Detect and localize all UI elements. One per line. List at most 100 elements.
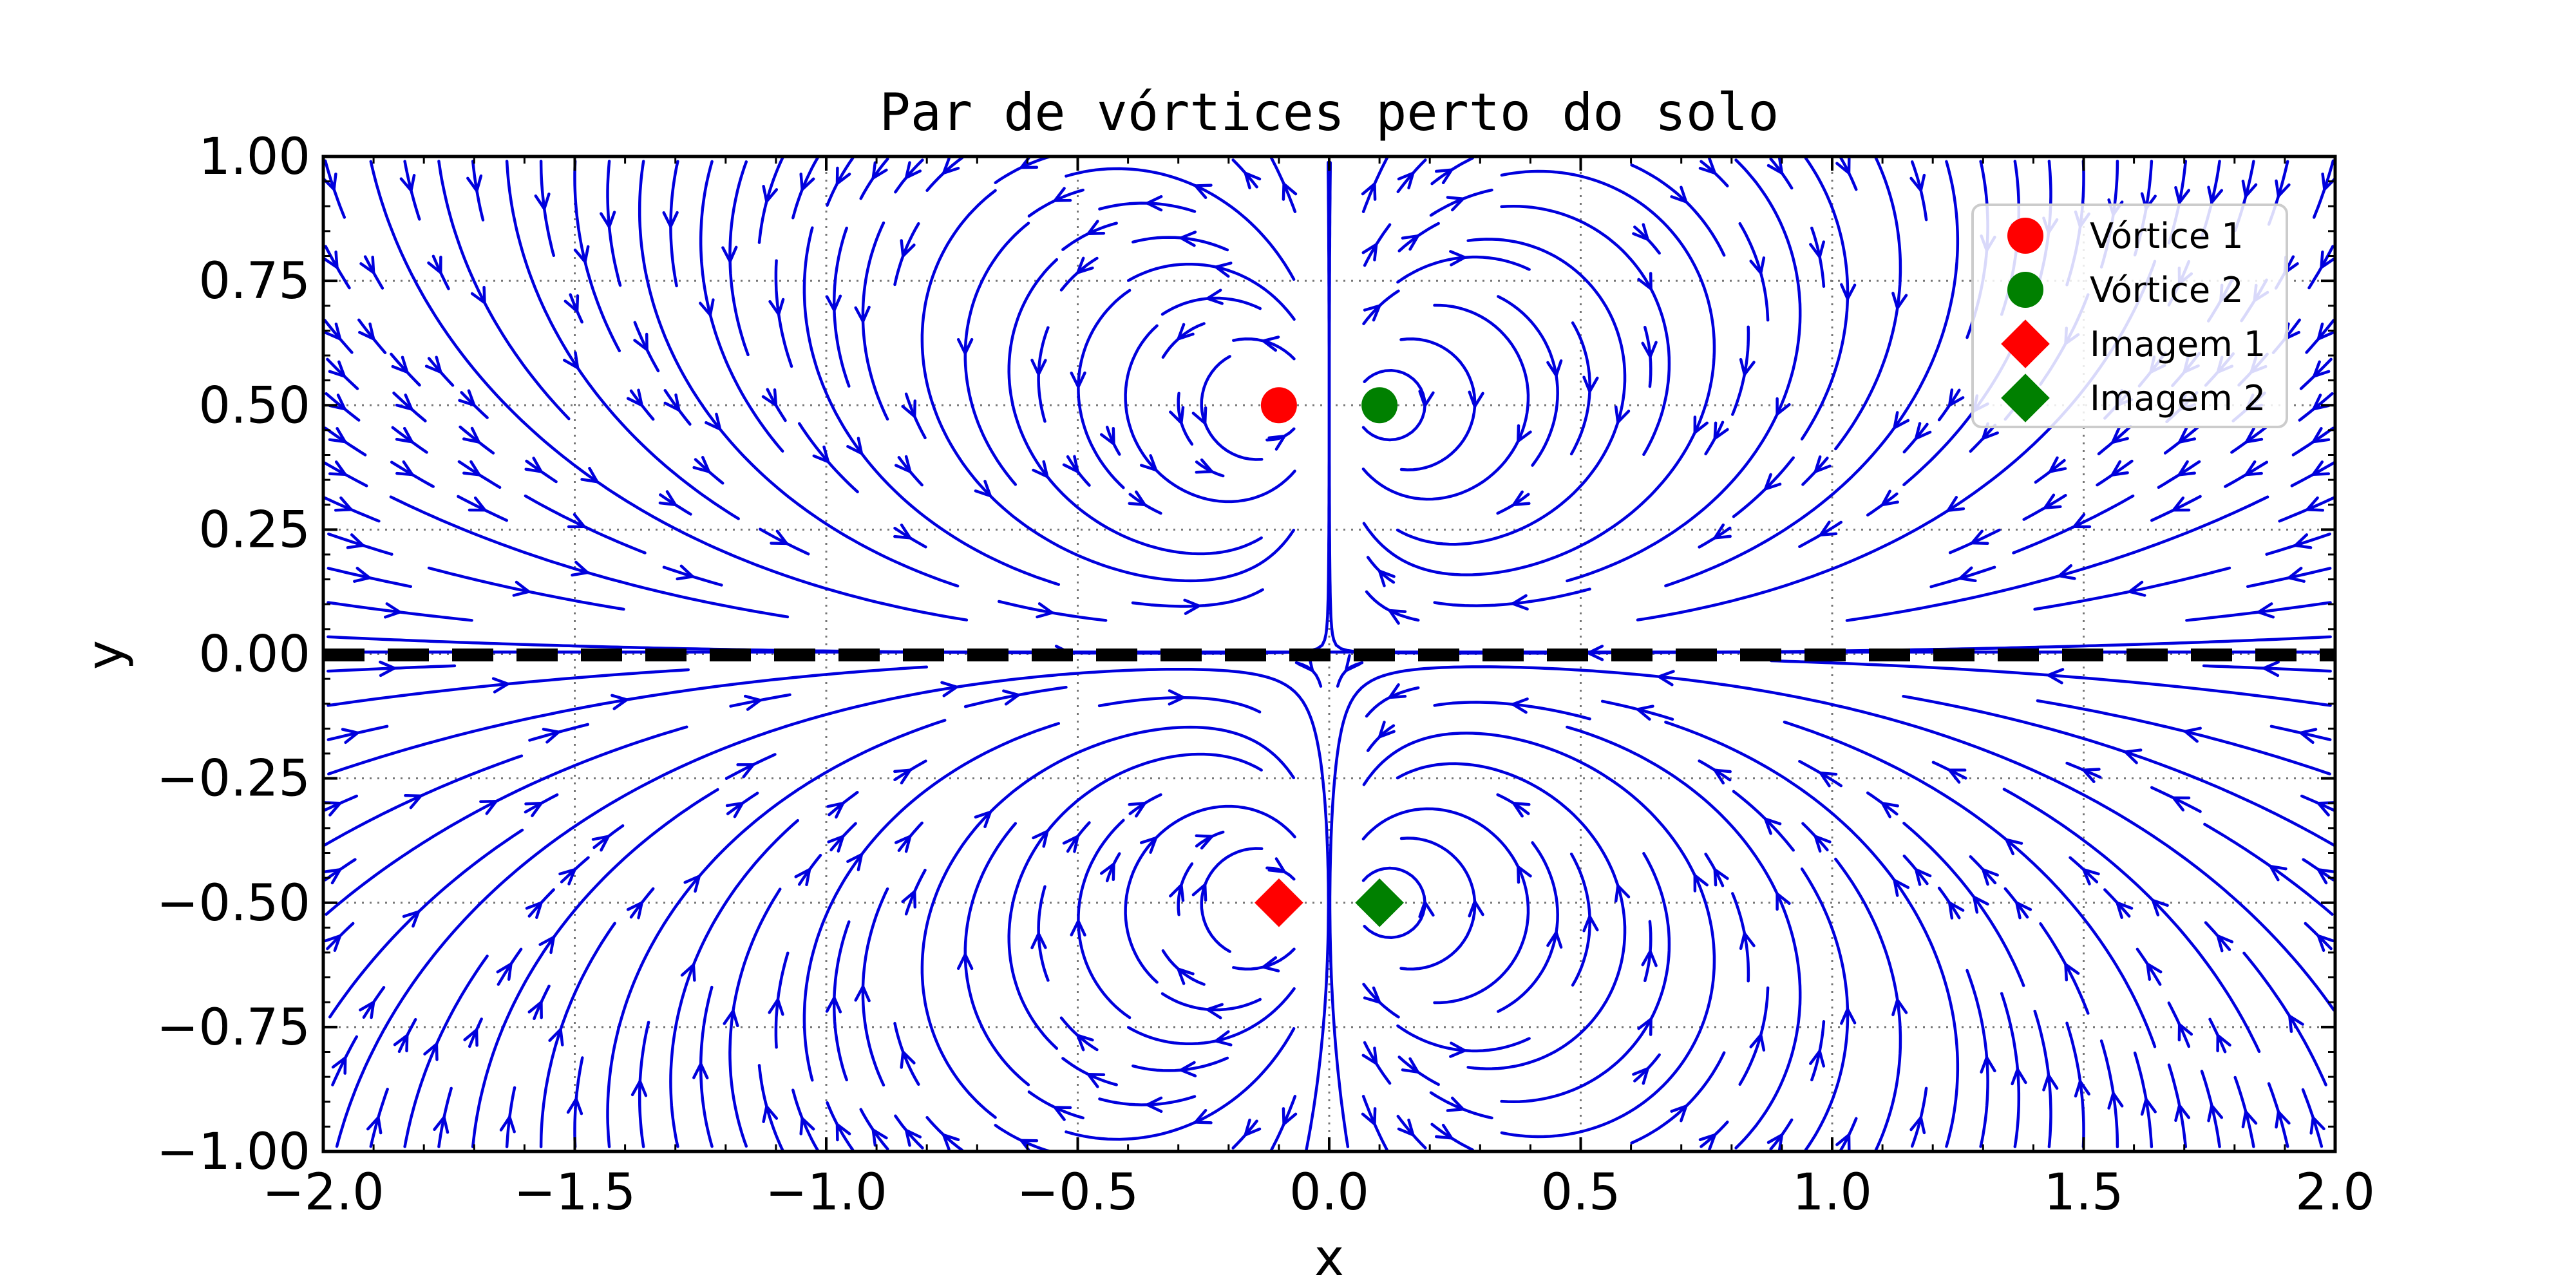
- streamline-arrow: [2288, 1014, 2304, 1033]
- streamline-arrow: [1194, 1108, 1213, 1124]
- streamline-arrow: [1891, 998, 1908, 1016]
- streamline-arrow: [2269, 864, 2287, 882]
- streamline-arrow: [2140, 1097, 2157, 1116]
- streamline-arrow: [2316, 868, 2335, 885]
- streamline-arrow: [794, 868, 811, 887]
- streamline-arrow: [2316, 322, 2334, 341]
- streamline-arrow: [2047, 668, 2065, 685]
- streamline-arrow: [900, 239, 916, 258]
- y-tick-label: 0.50: [198, 377, 310, 435]
- legend-imagem-1-label: Imagem 1: [2090, 324, 2266, 365]
- streamline-arrow: [2311, 460, 2331, 477]
- streamline-arrow: [2245, 426, 2264, 444]
- streamline-arrow: [662, 211, 679, 229]
- streamline-arrow: [1809, 240, 1826, 259]
- streamline-arrow: [942, 1133, 960, 1151]
- streamline-arrow: [423, 1043, 439, 1061]
- streamline-arrow: [323, 251, 339, 269]
- streamline-arrow: [1468, 390, 1484, 408]
- streamline-arrow: [974, 480, 992, 498]
- streamline-arrow: [1980, 1056, 1996, 1074]
- streamline-arrow: [1582, 375, 1599, 393]
- streamline-arrow: [1244, 1118, 1262, 1137]
- streamline-arrow: [2294, 533, 2313, 549]
- streamline-arrow: [663, 393, 681, 412]
- y-axis-label: y: [77, 640, 135, 670]
- streamline-arrow: [1169, 884, 1185, 902]
- streamline-arrow: [1418, 390, 1435, 408]
- streamline-arrow: [1947, 768, 1967, 784]
- streamline-arrow: [827, 835, 845, 853]
- streamline-arrow: [1378, 721, 1396, 739]
- x-axis-label: x: [1314, 1229, 1344, 1287]
- streamline-arrow: [1835, 1133, 1851, 1151]
- streamline-arrow: [1641, 341, 1658, 359]
- streamline-arrow: [1002, 689, 1020, 706]
- streamline-arrow: [1713, 768, 1732, 785]
- streamline-arrow: [1693, 415, 1709, 434]
- streamline-arrow: [328, 460, 347, 477]
- streamline-arrow: [812, 445, 830, 464]
- streamline-arrow: [463, 1028, 478, 1047]
- streamline-arrow: [1076, 256, 1094, 274]
- streamline-arrow: [2275, 179, 2291, 198]
- streamline-arrow: [1179, 231, 1197, 247]
- streamline-arrow: [324, 322, 342, 341]
- streamline-arrow: [2146, 962, 2163, 981]
- y-tick-label: −0.25: [156, 750, 310, 808]
- streamline-arrow: [1840, 1007, 1857, 1025]
- streamline-arrow: [1282, 182, 1298, 201]
- streamline-arrow: [479, 800, 498, 815]
- streamline-arrow: [2128, 580, 2146, 597]
- streamline-arrow: [893, 768, 912, 785]
- streamline-arrow: [1363, 986, 1381, 1004]
- streamline-arrow: [1076, 1034, 1094, 1052]
- streamline-arrow: [571, 560, 589, 577]
- streamline-arrow: [433, 1115, 450, 1134]
- streamline-arrow: [633, 332, 649, 352]
- streamline-arrow: [1032, 829, 1049, 848]
- streamline-arrow: [395, 426, 413, 444]
- streamline-arrow: [1766, 1133, 1784, 1151]
- streamline-arrow: [534, 193, 551, 211]
- streamline-arrow: [2262, 660, 2280, 677]
- streamline-arrow: [393, 1034, 409, 1052]
- streamline-arrow: [854, 985, 871, 1003]
- streamline-arrow: [680, 963, 696, 982]
- streamline-arrow: [1776, 892, 1791, 911]
- streamline-arrow: [1206, 289, 1224, 305]
- legend-imagem-2-marker: [2001, 374, 2050, 422]
- streamline-arrow: [1062, 835, 1079, 853]
- x-tick-label: −2.0: [262, 1164, 384, 1222]
- streamline-arrow: [871, 1128, 888, 1147]
- streamline-arrow: [1099, 862, 1115, 882]
- y-tick-label: −0.50: [156, 875, 310, 933]
- streamline-arrow: [1195, 834, 1214, 850]
- streamline-arrow: [359, 1001, 375, 1019]
- streamline-arrow: [1713, 421, 1729, 440]
- streamline-arrow: [940, 681, 958, 697]
- streamline-arrow: [1344, 654, 1361, 672]
- streamline-arrow: [600, 211, 616, 229]
- streamline-arrow: [491, 677, 509, 694]
- streamline-arrow: [1637, 272, 1653, 290]
- streamline-arrow: [2183, 726, 2202, 743]
- streamline-arrow: [1449, 250, 1466, 267]
- streamline-arrow: [825, 996, 842, 1014]
- streamline-arrow: [626, 388, 643, 407]
- streamline-arrow: [1809, 1049, 1826, 1068]
- vortice-1-marker: [1260, 387, 1297, 424]
- streamline-arrow: [2111, 426, 2129, 444]
- streamline-arrow: [379, 660, 396, 677]
- streamline-arrow: [323, 868, 342, 885]
- streamline-arrow: [1401, 234, 1419, 251]
- streamline-arrow: [462, 460, 481, 477]
- streamline-arrow: [699, 298, 715, 317]
- streamline-arrow: [2311, 427, 2331, 444]
- streamline-arrow: [1958, 566, 1977, 583]
- streamline-arrow: [2074, 1079, 2090, 1098]
- streamline-arrow: [2320, 251, 2335, 269]
- streamline-arrow: [2174, 1104, 2191, 1122]
- streamline-arrow: [580, 466, 599, 484]
- legend-imagem-1-marker: [2001, 319, 2050, 368]
